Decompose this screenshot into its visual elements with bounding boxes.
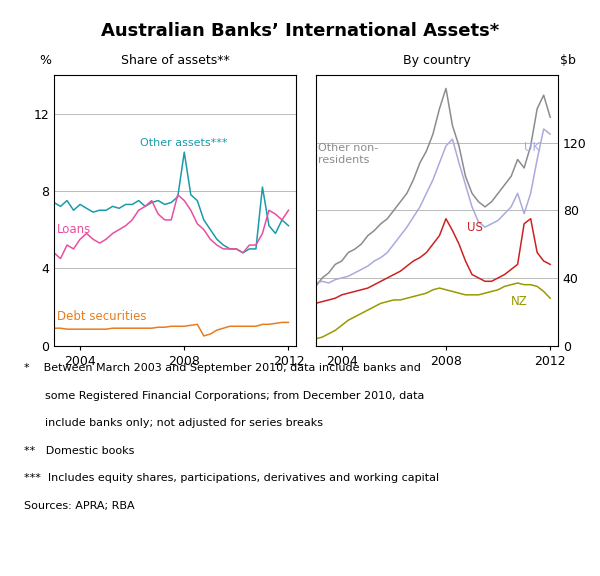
Text: ***  Includes equity shares, participations, derivatives and working capital: *** Includes equity shares, participatio… [24, 473, 439, 483]
Text: Sources: APRA; RBA: Sources: APRA; RBA [24, 501, 134, 511]
Text: Other non-
residents: Other non- residents [318, 142, 379, 165]
Text: Other assets***: Other assets*** [140, 138, 227, 147]
Text: By country: By country [403, 54, 471, 67]
Text: **   Domestic books: ** Domestic books [24, 446, 134, 456]
Text: Share of assets**: Share of assets** [121, 54, 230, 67]
Text: Loans: Loans [56, 223, 91, 236]
Text: $b: $b [560, 54, 576, 67]
Text: *    Between March 2003 and September 2010, data include banks and: * Between March 2003 and September 2010,… [24, 363, 421, 373]
Text: some Registered Financial Corporations; from December 2010, data: some Registered Financial Corporations; … [24, 391, 424, 400]
Text: UK: UK [524, 141, 540, 154]
Text: %: % [40, 54, 52, 67]
Text: NZ: NZ [511, 295, 528, 308]
Text: Australian Banks’ International Assets*: Australian Banks’ International Assets* [101, 22, 499, 40]
Text: include banks only; not adjusted for series breaks: include banks only; not adjusted for ser… [24, 418, 323, 428]
Text: US: US [467, 221, 482, 233]
Text: Debt securities: Debt securities [56, 310, 146, 324]
